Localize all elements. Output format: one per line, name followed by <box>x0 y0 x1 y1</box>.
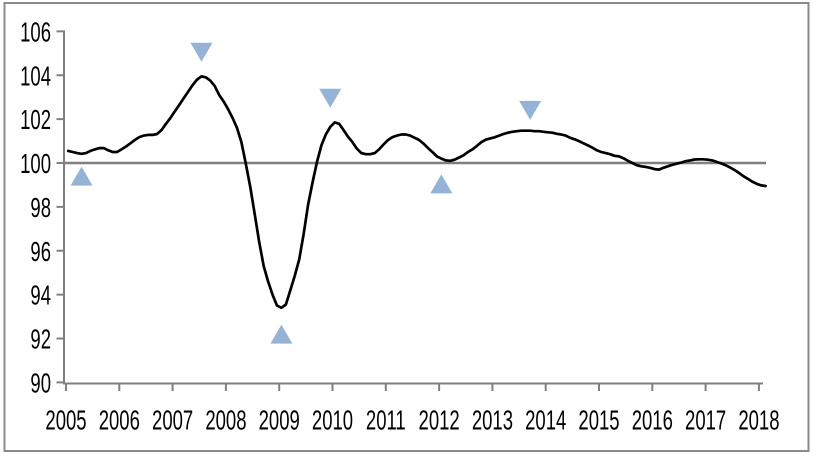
x-tick-label-group: 2018 <box>738 405 779 436</box>
x-tick-label: 2009 <box>259 405 300 436</box>
y-tick-label-group: 100 <box>20 148 51 179</box>
trough-marker-icon <box>430 174 453 194</box>
x-tick-label-group: 2016 <box>632 405 673 436</box>
y-tick-label: 96 <box>30 236 51 267</box>
y-tick-label-group: 96 <box>30 236 51 267</box>
y-tick-label-group: 92 <box>30 324 51 355</box>
y-tick-label: 102 <box>20 104 51 135</box>
x-tick-label: 2007 <box>152 405 193 436</box>
x-tick-label: 2016 <box>632 405 673 436</box>
x-tick-label-group: 2006 <box>99 405 140 436</box>
index-line <box>66 74 767 310</box>
y-tick-label-group: 104 <box>20 61 51 92</box>
y-tick-label: 90 <box>30 368 51 399</box>
x-tick-label-group: 2012 <box>419 405 460 436</box>
x-tick-label-group: 2008 <box>205 405 246 436</box>
x-tick-label-group: 2011 <box>366 405 406 436</box>
x-tick-label: 2018 <box>738 405 779 436</box>
peak-marker-icon <box>519 100 542 120</box>
trough-marker-icon <box>70 166 93 186</box>
x-tick-label: 2008 <box>205 405 246 436</box>
chart-frame <box>3 2 810 452</box>
x-tick-label: 2012 <box>419 405 460 436</box>
peak-marker-icon <box>190 42 213 62</box>
x-tick-label-group: 2007 <box>152 405 193 436</box>
x-tick-label: 2015 <box>578 405 619 436</box>
x-tick-label: 2006 <box>99 405 140 436</box>
x-tick-label-group: 2017 <box>685 405 726 436</box>
y-tick-label: 100 <box>20 148 51 179</box>
y-tick-label: 94 <box>30 280 51 311</box>
x-tick-label: 2011 <box>366 405 406 436</box>
x-tick-label: 2005 <box>45 405 86 436</box>
y-tick-label: 104 <box>20 61 51 92</box>
x-tick-label-group: 2005 <box>45 405 86 436</box>
y-tick-label: 92 <box>30 324 51 355</box>
x-tick-label-group: 2015 <box>578 405 619 436</box>
y-tick-label-group: 102 <box>20 104 51 135</box>
x-tick-label: 2014 <box>525 405 566 436</box>
x-tick-label-group: 2010 <box>312 405 353 436</box>
x-tick-label: 2013 <box>472 405 513 436</box>
y-tick-label: 106 <box>20 17 51 48</box>
y-tick-label: 98 <box>30 192 51 223</box>
y-tick-label-group: 106 <box>20 17 51 48</box>
y-tick-label-group: 98 <box>30 192 51 223</box>
x-tick-label-group: 2013 <box>472 405 513 436</box>
x-tick-label-group: 2014 <box>525 405 566 436</box>
trough-marker-icon <box>270 324 293 344</box>
x-tick-label-group: 2009 <box>259 405 300 436</box>
y-tick-label-group: 90 <box>30 368 51 399</box>
y-tick-label-group: 94 <box>30 280 51 311</box>
x-tick-label: 2010 <box>312 405 353 436</box>
peak-marker-icon <box>319 88 342 108</box>
x-tick-label: 2017 <box>685 405 726 436</box>
